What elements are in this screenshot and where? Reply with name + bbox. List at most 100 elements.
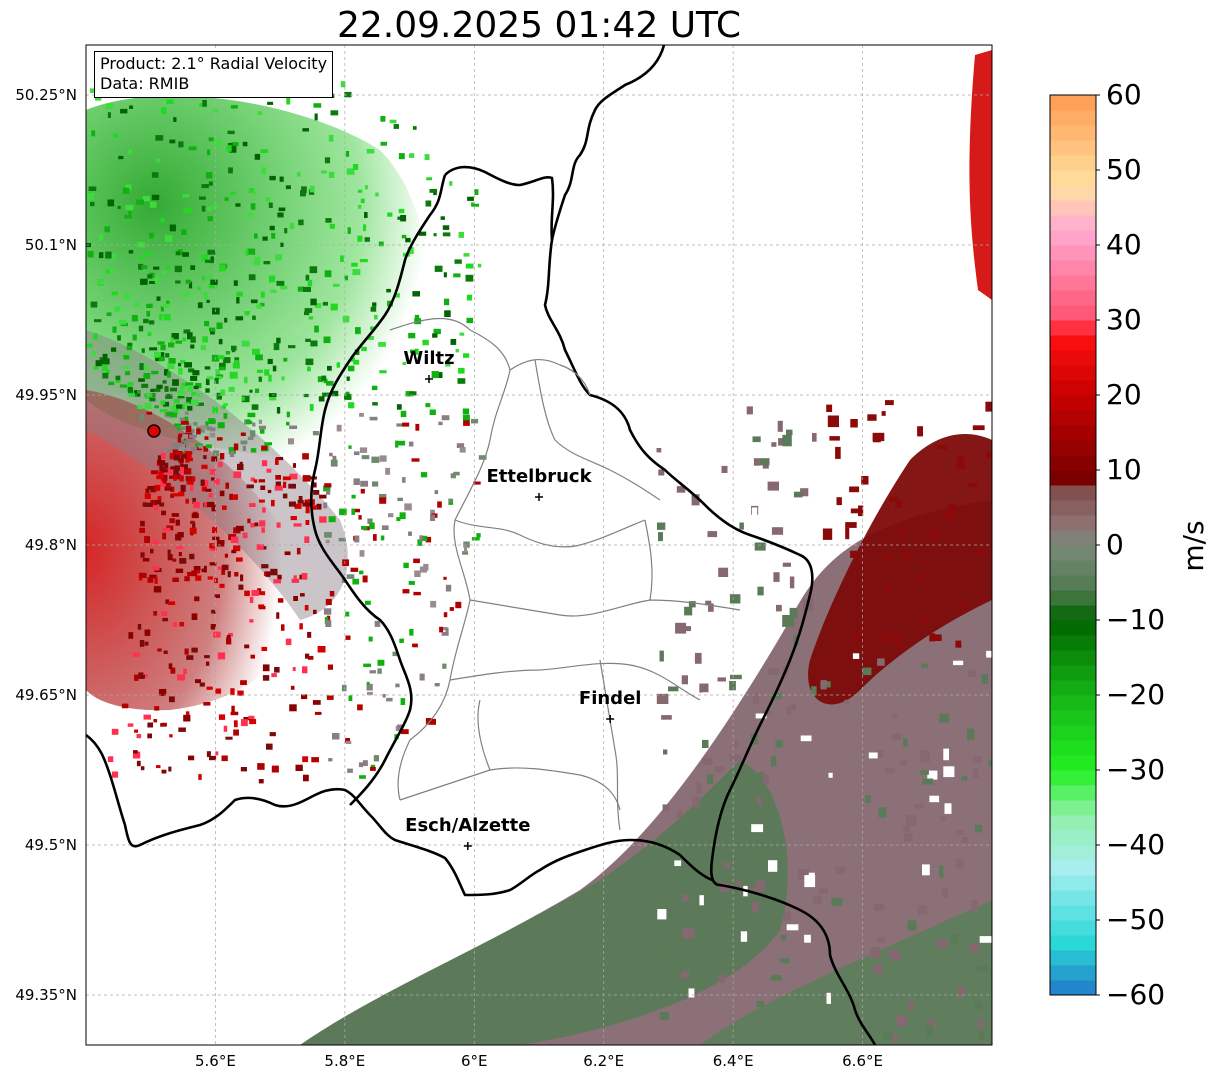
radar-pixel bbox=[877, 937, 886, 944]
radar-pixel bbox=[258, 779, 264, 784]
radar-pixel bbox=[236, 557, 243, 562]
canton-boundaries bbox=[389, 317, 741, 831]
radar-pixel bbox=[691, 494, 700, 506]
radar-pixel bbox=[119, 319, 127, 325]
city-label: Esch/Alzette bbox=[405, 815, 531, 836]
radar-pixel bbox=[425, 718, 432, 725]
map-title: 22.09.2025 01:42 UTC bbox=[336, 5, 742, 46]
radar-pixel bbox=[414, 570, 421, 577]
radar-pixel bbox=[154, 484, 161, 491]
radar-pixel bbox=[396, 517, 401, 521]
radar-pixel bbox=[149, 397, 156, 402]
radar-pixel bbox=[453, 471, 460, 476]
radar-pixel bbox=[896, 1015, 908, 1027]
radar-pixel bbox=[107, 756, 114, 762]
radar-pixel bbox=[195, 679, 201, 684]
radar-pixel bbox=[125, 371, 131, 376]
radar-pixel bbox=[985, 401, 992, 412]
radar-pixel bbox=[771, 755, 777, 767]
radar-pixel bbox=[173, 468, 179, 475]
radar-pixel bbox=[415, 348, 419, 355]
radar-pixel bbox=[255, 354, 263, 361]
colorbar-tick-label: −40 bbox=[1106, 828, 1166, 861]
radar-pixel bbox=[364, 212, 368, 218]
radar-pixel bbox=[140, 520, 145, 527]
radar-pixel bbox=[163, 650, 168, 654]
radar-pixel bbox=[233, 720, 238, 728]
radar-pixel bbox=[430, 509, 435, 516]
radar-pixel bbox=[221, 755, 228, 762]
radar-pixel bbox=[147, 733, 152, 739]
radar-pixel bbox=[303, 774, 309, 782]
radar-pixel bbox=[206, 686, 213, 690]
radar-pixel bbox=[203, 446, 208, 452]
radar-pixel bbox=[663, 749, 668, 755]
radar-pixel bbox=[835, 866, 846, 874]
radar-pixel bbox=[195, 382, 202, 389]
radar-pixel bbox=[169, 452, 175, 460]
radar-pixel bbox=[160, 400, 166, 405]
radar-pixel bbox=[675, 622, 687, 634]
radar-pixel bbox=[268, 374, 272, 382]
radar-pixel bbox=[326, 615, 331, 623]
radar-pixel bbox=[348, 445, 352, 449]
radar-pixel bbox=[223, 357, 231, 364]
radar-pixel bbox=[466, 294, 473, 301]
radar-pixel bbox=[891, 955, 901, 961]
radar-pixel bbox=[91, 350, 96, 357]
radar-pixel bbox=[276, 407, 281, 414]
colorbar-tick-label: 30 bbox=[1106, 303, 1142, 336]
radar-pixel bbox=[293, 575, 297, 579]
radar-pixel bbox=[201, 464, 208, 469]
radar-pixel bbox=[408, 332, 416, 339]
radar-pixel bbox=[181, 229, 187, 235]
radar-pixel bbox=[192, 476, 196, 482]
radar-pixel bbox=[253, 259, 260, 266]
radar-pixel bbox=[236, 291, 243, 297]
colorbar-segment bbox=[1050, 530, 1096, 546]
radar-pixel bbox=[311, 482, 317, 488]
radar-pixel bbox=[192, 522, 196, 529]
radar-pixel bbox=[366, 681, 370, 685]
radar-pixel bbox=[138, 256, 143, 260]
radar-pixel bbox=[304, 536, 310, 543]
radar-pixel bbox=[216, 322, 223, 329]
radar-pixel bbox=[180, 484, 186, 492]
radar-pixel bbox=[972, 756, 982, 763]
radar-pixel bbox=[432, 333, 438, 338]
radar-pixel bbox=[310, 298, 317, 306]
radar-pixel bbox=[797, 869, 810, 880]
radar-pixel bbox=[180, 386, 185, 391]
radar-pixel bbox=[188, 146, 197, 151]
radar-pixel bbox=[232, 363, 240, 369]
radar-pixel bbox=[282, 493, 288, 499]
radar-pixel bbox=[151, 194, 160, 201]
radar-pixel bbox=[770, 693, 782, 700]
radar-pixel bbox=[386, 288, 391, 293]
radar-pixel bbox=[433, 233, 437, 237]
radar-pixel bbox=[285, 638, 292, 646]
radar-pixel bbox=[387, 212, 393, 217]
radar-pixel bbox=[740, 811, 746, 818]
radar-pixel bbox=[368, 636, 373, 642]
radar-pixel bbox=[203, 565, 207, 573]
radar-pixel bbox=[240, 680, 247, 685]
radar-pixel bbox=[87, 250, 94, 258]
radar-site-marker[interactable] bbox=[147, 424, 161, 438]
radar-pixel bbox=[240, 440, 248, 445]
radar-pixel bbox=[113, 133, 118, 138]
radar-pixel bbox=[165, 353, 170, 358]
colorbar-segment bbox=[1050, 110, 1096, 126]
radar-pixel bbox=[444, 298, 450, 306]
radar-pixel bbox=[191, 613, 198, 620]
radar-pixel bbox=[241, 340, 250, 347]
radar-pixel bbox=[367, 336, 374, 340]
radar-pixel bbox=[192, 370, 200, 376]
radar-pixel bbox=[160, 344, 166, 351]
radar-pixel bbox=[106, 312, 112, 316]
radar-pixel bbox=[245, 249, 249, 256]
radar-pixel bbox=[187, 423, 192, 427]
radar-pixel bbox=[438, 421, 443, 426]
radar-pixel bbox=[297, 286, 305, 292]
